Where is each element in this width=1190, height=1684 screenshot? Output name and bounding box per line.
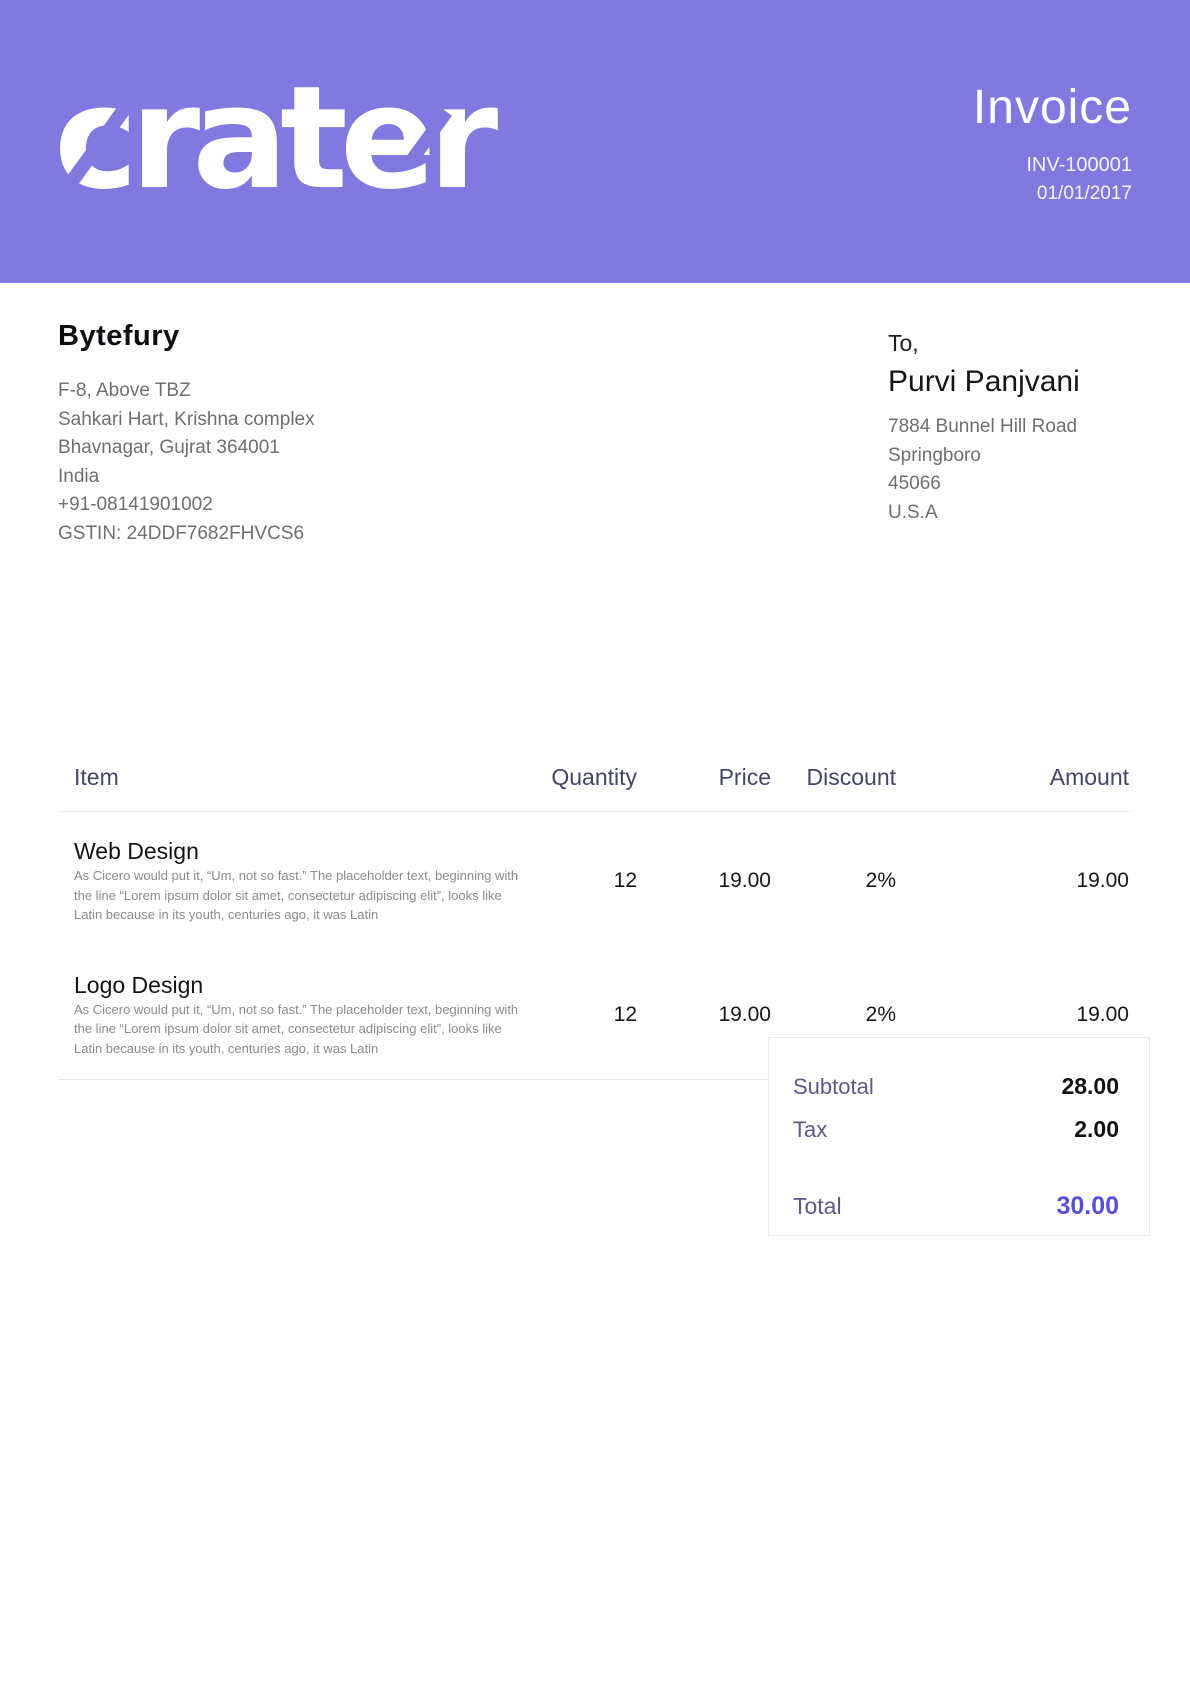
item-amount: 19.00 — [1076, 869, 1129, 893]
item-price: 19.00 — [718, 1002, 771, 1026]
tax-row: Tax 2.00 — [793, 1115, 1119, 1144]
to-customer-name: Purvi Panjvani — [888, 365, 1080, 398]
column-header-item: Item — [74, 764, 119, 790]
to-address-line: 45066 — [888, 473, 941, 494]
table-row: Web Design As Cicero would put it, “Um, … — [58, 812, 1132, 946]
summary-spacer — [793, 1144, 1119, 1191]
column-header-discount: Discount — [806, 764, 896, 790]
invoice-meta: Invoice INV-100001 01/01/2017 — [973, 84, 1132, 208]
to-address-line: 7884 Bunnel Hill Road — [888, 416, 1078, 437]
subtotal-label: Subtotal — [793, 1074, 874, 1099]
from-address-line: Bhavnagar, Gujrat 364001 — [58, 437, 280, 458]
tax-value: 2.00 — [1074, 1116, 1119, 1142]
tax-label: Tax — [793, 1117, 828, 1142]
total-label: Total — [793, 1193, 842, 1219]
from-gstin: GSTIN: 24DDF7682FHVCS6 — [58, 522, 305, 544]
from-phone: +91-08141901002 — [58, 494, 213, 515]
from-address-line: F-8, Above TBZ — [58, 380, 191, 401]
to-label: To, — [888, 330, 919, 356]
item-quantity: 12 — [613, 1002, 637, 1026]
column-header-amount: Amount — [1049, 764, 1129, 790]
item-price: 19.00 — [718, 869, 771, 893]
item-quantity: 12 — [613, 869, 637, 893]
from-address-block: Bytefury F-8, Above TBZ Sahkari Hart, Kr… — [58, 320, 315, 548]
to-address-line: U.S.A — [888, 501, 938, 523]
from-company-name: Bytefury — [58, 320, 180, 352]
item-name: Logo Design — [74, 971, 204, 998]
brand-header: crater Invoice INV-100001 01/01/2017 — [0, 0, 1190, 283]
total-value: 30.00 — [1056, 1192, 1119, 1220]
invoice-date: 01/01/2017 — [1036, 183, 1132, 204]
subtotal-row: Subtotal 28.00 — [793, 1072, 1119, 1101]
from-address-line: India — [58, 465, 100, 487]
items-table: Item Quantity Price Discount Amount Web … — [58, 752, 1132, 1080]
from-address-line: Sahkari Hart, Krishna complex — [58, 408, 315, 430]
column-header-quantity: Quantity — [551, 764, 637, 790]
to-address-block: To, Purvi Panjvani 7884 Bunnel Hill Road… — [888, 330, 1080, 527]
column-header-price: Price — [718, 764, 771, 790]
item-discount: 2% — [865, 869, 896, 893]
item-description: As Cicero would put it, “Um, not so fast… — [74, 868, 519, 922]
item-cell: Web Design As Cicero would put it, “Um, … — [58, 838, 518, 925]
subtotal-value: 28.00 — [1061, 1073, 1119, 1099]
item-description: As Cicero would put it, “Um, not so fast… — [74, 1001, 519, 1056]
invoice-title: Invoice — [972, 81, 1132, 134]
crater-logo: crater — [54, 68, 498, 210]
to-address-line: Springboro — [888, 444, 981, 466]
total-row: Total 30.00 — [793, 1191, 1119, 1221]
summary-box: Subtotal 28.00 Tax 2.00 Total 30.00 — [768, 1037, 1150, 1236]
table-row: Logo Design As Cicero would put it, “Um,… — [58, 946, 1132, 1080]
item-cell: Logo Design As Cicero would put it, “Um,… — [58, 971, 518, 1059]
items-table-header: Item Quantity Price Discount Amount — [58, 752, 1132, 812]
item-amount: 19.00 — [1076, 1002, 1129, 1026]
item-name: Web Design — [74, 838, 199, 864]
invoice-number: INV-100001 — [1026, 154, 1132, 176]
item-discount: 2% — [865, 1002, 896, 1026]
